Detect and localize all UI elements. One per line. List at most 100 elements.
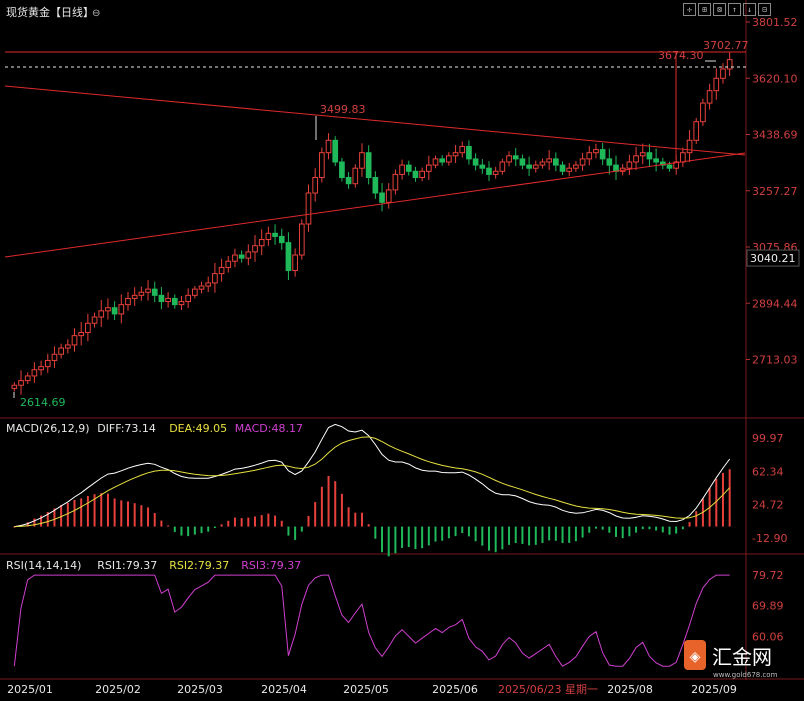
rsi-y-tick-label: 60.06 <box>752 630 784 643</box>
candle-body <box>352 167 359 185</box>
candle-body <box>171 297 178 306</box>
macd-bar <box>675 526 678 534</box>
x-axis-label: 2025/04 <box>261 683 307 696</box>
macd-bar <box>274 515 277 527</box>
macd-bar <box>681 526 684 530</box>
price-y-tick-label: 3257.27 <box>752 185 798 198</box>
candle-body <box>51 353 58 361</box>
candle-body <box>319 152 325 179</box>
arrow-down-icon[interactable]: ↓ <box>743 3 756 16</box>
candle-body <box>700 102 706 123</box>
candle-body <box>486 167 492 175</box>
macd-bar <box>320 486 323 527</box>
macd-bar <box>574 526 577 542</box>
candle-body <box>292 254 298 272</box>
candle-body <box>332 139 339 163</box>
chart-title: 现货黄金【日线】 <box>6 5 94 19</box>
macd-bar <box>367 524 370 527</box>
candles-group <box>11 52 733 395</box>
macd-bar <box>327 475 330 527</box>
macd-bar <box>374 526 377 539</box>
macd-bar <box>160 520 163 527</box>
candle-body <box>105 307 111 312</box>
macd-bar <box>187 526 190 537</box>
macd-histogram-group <box>13 469 731 557</box>
macd-bar <box>635 526 638 533</box>
macd-bar <box>434 526 437 542</box>
macd-bar <box>267 513 270 527</box>
rsi-y-tick-label: 79.72 <box>752 569 784 582</box>
macd-bar <box>414 526 417 550</box>
macd-bar <box>688 522 691 527</box>
candle-body <box>359 152 365 169</box>
candle-body <box>606 158 613 166</box>
candle-body <box>392 173 399 191</box>
gold678-logo-sub: www.gold678.com <box>713 671 778 679</box>
candle-body <box>252 245 258 253</box>
candle-body <box>680 152 686 163</box>
rsi-label-name: RSI(14,14,14) <box>6 559 81 572</box>
macd-bar <box>207 526 210 532</box>
macd-bar <box>280 520 283 527</box>
candle-body <box>372 177 379 194</box>
move-icon[interactable]: ✢ <box>683 3 696 16</box>
candle-body <box>499 161 506 172</box>
macd-bar <box>314 502 317 527</box>
candle-body <box>412 170 419 179</box>
rsi1-label: RSI1:79.37 <box>97 559 157 572</box>
candle-body <box>158 294 165 303</box>
macd-bar <box>254 516 257 527</box>
x-axis-label: 2025/09 <box>691 683 737 696</box>
candle-body <box>192 288 198 296</box>
macd-label-name: MACD(26,12,9) <box>6 422 90 435</box>
macd-bar <box>514 526 517 543</box>
candle-body <box>399 164 405 175</box>
candle-body <box>713 77 720 92</box>
macd-bar <box>200 526 203 534</box>
x-axis-label: 2025/05 <box>343 683 389 696</box>
macd-bar <box>728 469 731 527</box>
macd-bar <box>481 526 484 546</box>
candle-body <box>519 158 526 166</box>
candle-body <box>18 380 24 386</box>
candle-body <box>673 161 680 169</box>
candle-body <box>659 161 666 166</box>
macd-bar <box>347 507 350 527</box>
macd-bar <box>153 513 156 527</box>
low-label-jan: 2614.69 <box>20 396 66 409</box>
macd-bar <box>528 526 531 546</box>
arrow-up-icon[interactable]: ↑ <box>728 3 741 16</box>
candle-body <box>432 158 439 166</box>
macd-bar <box>447 526 450 539</box>
macd-bar <box>407 526 410 548</box>
macd-bar <box>487 526 490 551</box>
x-axis-label: 2025/03 <box>177 683 223 696</box>
collapse-icon[interactable]: ⊟ <box>758 3 771 16</box>
macd-bar <box>213 526 216 529</box>
macd-bar <box>695 511 698 527</box>
candle-body <box>653 158 659 163</box>
macd-bar <box>300 526 303 532</box>
candle-body <box>85 322 91 334</box>
candle-body <box>131 294 138 299</box>
grid-icon[interactable]: ⊞ <box>698 3 711 16</box>
macd-bar <box>594 526 597 529</box>
candle-body <box>379 192 385 203</box>
macd-bar <box>394 526 397 554</box>
macd-bar <box>334 481 337 527</box>
macd-bar <box>454 526 457 537</box>
candle-body <box>151 288 158 296</box>
candle-body <box>472 158 479 166</box>
close-panel-icon[interactable]: ⊠ <box>713 3 726 16</box>
macd-bar <box>86 495 89 527</box>
current-price-label: 3040.21 <box>750 252 796 265</box>
candle-body <box>71 335 78 346</box>
candle-body <box>566 167 573 172</box>
candle-body <box>693 121 700 141</box>
candle-body <box>633 155 639 163</box>
macd-bar <box>588 526 591 533</box>
candle-body <box>11 384 18 389</box>
candle-body <box>492 170 499 175</box>
